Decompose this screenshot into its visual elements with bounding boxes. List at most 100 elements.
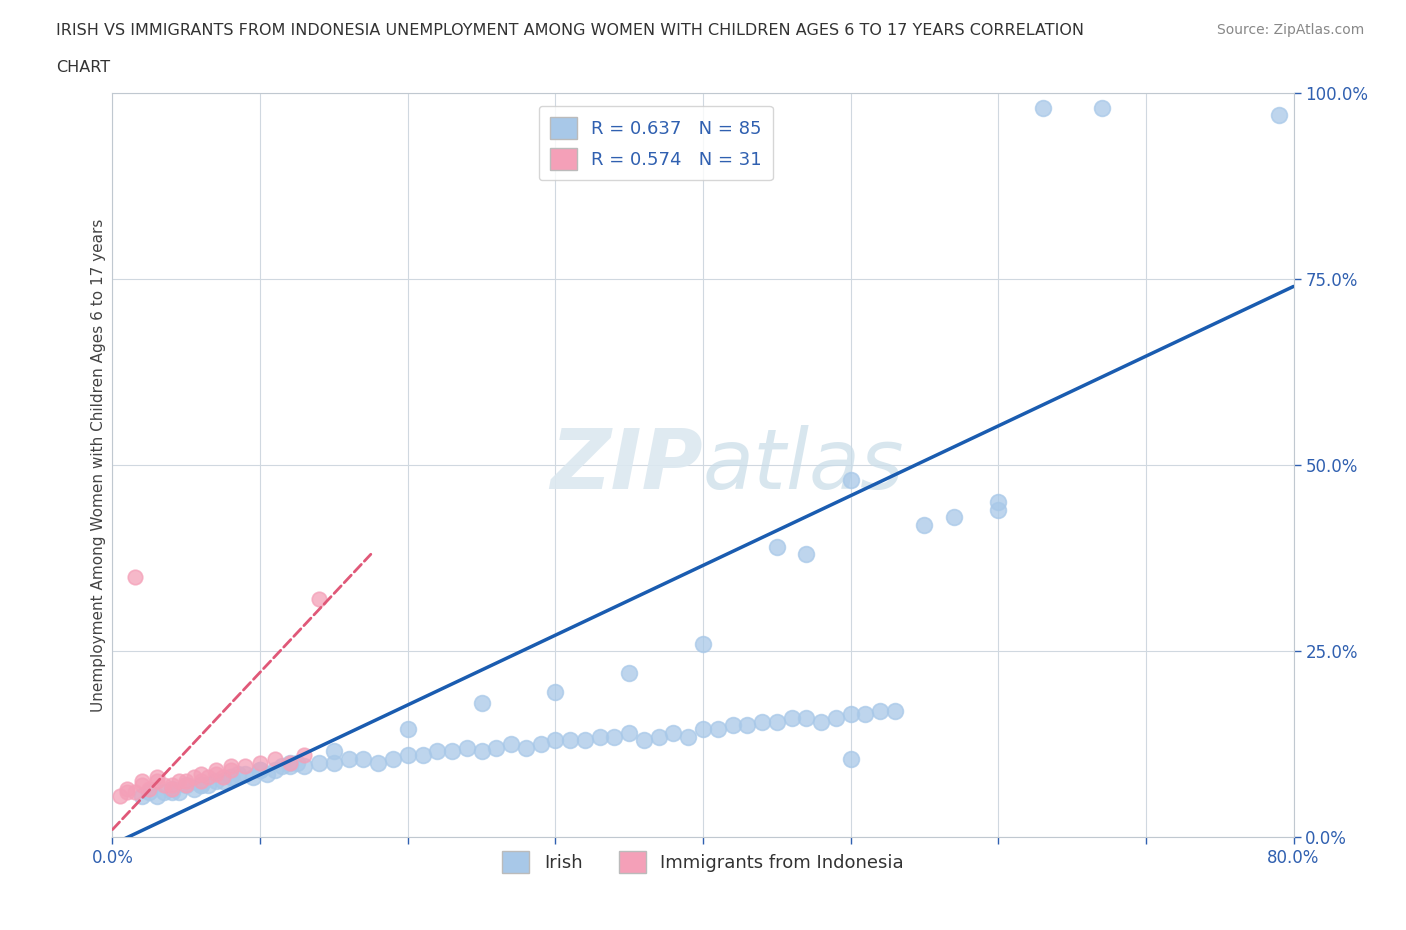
Point bbox=[619, 666, 641, 681]
Point bbox=[485, 740, 508, 755]
Point bbox=[588, 729, 610, 744]
Point bbox=[501, 737, 523, 751]
Point bbox=[987, 502, 1010, 517]
Point bbox=[914, 517, 936, 532]
Point bbox=[780, 711, 803, 725]
Text: ZIP: ZIP bbox=[550, 424, 703, 506]
Point bbox=[256, 766, 278, 781]
Point bbox=[174, 777, 197, 792]
Point bbox=[285, 755, 308, 770]
Point bbox=[264, 763, 287, 777]
Point bbox=[117, 781, 138, 796]
Point bbox=[131, 777, 153, 792]
Point bbox=[869, 703, 891, 718]
Point bbox=[226, 766, 249, 781]
Point bbox=[1091, 100, 1114, 115]
Point bbox=[766, 539, 789, 554]
Point bbox=[197, 777, 219, 792]
Point bbox=[249, 763, 271, 777]
Point bbox=[249, 755, 271, 770]
Point bbox=[470, 696, 494, 711]
Point bbox=[146, 774, 169, 789]
Point bbox=[456, 740, 478, 755]
Point bbox=[190, 777, 212, 792]
Point bbox=[692, 636, 714, 651]
Point bbox=[529, 737, 551, 751]
Point bbox=[138, 785, 160, 800]
Point bbox=[323, 744, 346, 759]
Point bbox=[426, 744, 449, 759]
Point bbox=[603, 729, 626, 744]
Point bbox=[233, 759, 256, 774]
Point bbox=[308, 755, 330, 770]
Point bbox=[942, 510, 965, 525]
Point bbox=[706, 722, 728, 737]
Point bbox=[205, 774, 228, 789]
Text: atlas: atlas bbox=[703, 424, 904, 506]
Point bbox=[174, 774, 197, 789]
Text: Source: ZipAtlas.com: Source: ZipAtlas.com bbox=[1216, 23, 1364, 37]
Legend: Irish, Immigrants from Indonesia: Irish, Immigrants from Indonesia bbox=[495, 844, 911, 880]
Point bbox=[160, 785, 183, 800]
Point bbox=[810, 714, 832, 729]
Point bbox=[824, 711, 846, 725]
Point bbox=[367, 755, 389, 770]
Point bbox=[1032, 100, 1054, 115]
Point bbox=[117, 785, 138, 800]
Point bbox=[219, 770, 242, 785]
Point bbox=[766, 714, 789, 729]
Point bbox=[796, 711, 818, 725]
Point bbox=[558, 733, 582, 748]
Point bbox=[323, 755, 346, 770]
Point bbox=[190, 774, 212, 789]
Point bbox=[153, 785, 176, 800]
Point bbox=[278, 759, 301, 774]
Point bbox=[515, 740, 537, 755]
Point bbox=[160, 777, 183, 792]
Point bbox=[167, 774, 190, 789]
Point bbox=[692, 722, 714, 737]
Point bbox=[278, 755, 301, 770]
Point bbox=[124, 785, 146, 800]
Point bbox=[308, 591, 330, 606]
Point bbox=[271, 759, 294, 774]
Point bbox=[233, 766, 256, 781]
Point bbox=[160, 781, 183, 796]
Point bbox=[721, 718, 744, 733]
Point bbox=[205, 763, 228, 777]
Point bbox=[264, 751, 287, 766]
Point bbox=[124, 569, 146, 584]
Point bbox=[278, 755, 301, 770]
Point bbox=[382, 751, 405, 766]
Point bbox=[411, 748, 433, 763]
Point bbox=[574, 733, 596, 748]
Point bbox=[678, 729, 700, 744]
Point bbox=[292, 759, 315, 774]
Point bbox=[470, 744, 494, 759]
Point bbox=[108, 789, 131, 804]
Point bbox=[146, 770, 169, 785]
Point bbox=[662, 725, 685, 740]
Point bbox=[190, 766, 212, 781]
Point bbox=[292, 748, 315, 763]
Point bbox=[396, 748, 419, 763]
Point bbox=[153, 777, 176, 792]
Point bbox=[174, 777, 197, 792]
Point bbox=[212, 774, 235, 789]
Point bbox=[337, 751, 360, 766]
Point bbox=[183, 781, 205, 796]
Point bbox=[242, 770, 264, 785]
Point bbox=[167, 785, 190, 800]
Point bbox=[544, 684, 567, 699]
Point bbox=[884, 703, 907, 718]
Point bbox=[647, 729, 671, 744]
Point bbox=[751, 714, 773, 729]
Point bbox=[396, 722, 419, 737]
Point bbox=[197, 770, 219, 785]
Point bbox=[796, 547, 818, 562]
Text: CHART: CHART bbox=[56, 60, 110, 75]
Point bbox=[160, 781, 183, 796]
Point bbox=[138, 781, 160, 796]
Point bbox=[441, 744, 464, 759]
Point bbox=[1268, 108, 1291, 123]
